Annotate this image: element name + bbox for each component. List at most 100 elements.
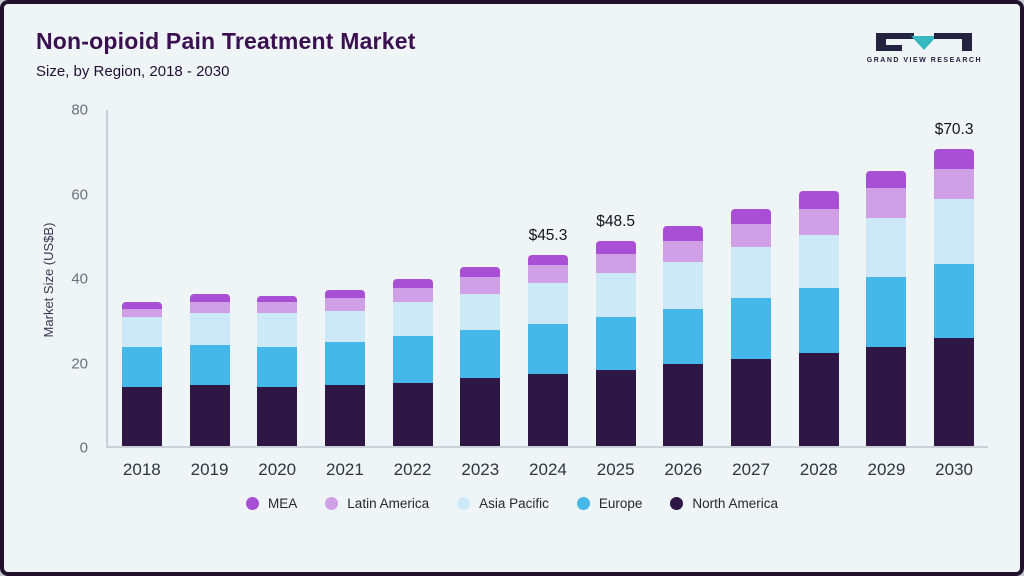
x-tick-2022: 2022: [393, 460, 432, 479]
bar-segment-asia-pacific: [189, 312, 230, 345]
x-tick-2023: 2023: [461, 460, 500, 479]
x-tick-2025: 2025: [596, 460, 635, 479]
bar-segment-asia-pacific: [392, 302, 433, 337]
bar-segment-latin-america: [663, 241, 704, 263]
bar-segment-mea: [324, 289, 365, 299]
y-tick-0: 0: [79, 439, 88, 457]
bar-segment-mea: [866, 171, 907, 189]
bar-segment-europe: [189, 344, 230, 385]
plot-area: 2018 2019 2020 2021 2022 2023 $45.3 2024 $48.5 20…: [106, 110, 988, 479]
bar-segment-europe: [392, 336, 433, 383]
bar-segment-asia-pacific: [257, 313, 298, 347]
x-tick-2020: 2020: [258, 460, 297, 479]
bar-segment-europe: [731, 298, 772, 360]
gvr-logo-icon: [876, 33, 973, 51]
bar-segment-north-america: [595, 370, 636, 446]
bar-segment-mea: [731, 209, 772, 225]
bar-segment-europe: [663, 308, 704, 364]
bar-segment-north-america: [121, 386, 162, 446]
bar-segment-mea: [595, 241, 636, 254]
logo-text: GRAND VIEW RESEARCH: [866, 57, 982, 64]
x-tick-2019: 2019: [190, 460, 229, 479]
y-axis-ticks: 0 20 40 60 80: [34, 102, 98, 457]
chart-legend: MEA Latin America Asia Pacific Europe North …: [34, 496, 990, 511]
x-tick-2024: 2024: [529, 460, 567, 479]
bar-segment-asia-pacific: [460, 293, 501, 330]
bar-segment-europe: [324, 342, 365, 385]
x-tick-2030: 2030: [935, 460, 974, 479]
bar-2020: 2020: [257, 296, 298, 479]
bar-segment-europe: [934, 264, 975, 339]
bar-segment-latin-america: [934, 169, 975, 199]
bar-segment-north-america: [798, 353, 839, 446]
bar-segment-north-america: [324, 384, 365, 446]
bar-segment-asia-pacific: [663, 262, 704, 309]
legend-item-asia-pacific: Asia Pacific: [457, 496, 549, 511]
x-tick-2027: 2027: [732, 460, 770, 479]
legend-dot-latin-america: [325, 497, 339, 510]
bar-segment-mea: [460, 267, 501, 278]
legend-label-latin-america: Latin America: [347, 496, 430, 511]
bar-2022: 2022: [392, 279, 433, 479]
bar-segment-europe: [866, 277, 907, 347]
bar-segment-latin-america: [731, 224, 772, 248]
bar-2021: 2021: [324, 289, 365, 479]
y-tick-80: 80: [71, 101, 88, 119]
bar-segment-mea: [392, 279, 433, 288]
bar-2019: 2019: [189, 293, 230, 479]
bar-segment-north-america: [866, 346, 907, 446]
bar-segment-asia-pacific: [934, 198, 975, 265]
bar-segment-latin-america: [392, 287, 433, 303]
bar-value-label-2024: $45.3: [528, 226, 568, 244]
bar-segment-north-america: [257, 386, 298, 446]
bar-segment-europe: [257, 346, 298, 387]
x-tick-2018: 2018: [122, 460, 161, 479]
bar-segment-europe: [121, 346, 162, 387]
page-title: Non-opioid Pain Treatment Market: [36, 28, 416, 54]
bar-segment-north-america: [663, 363, 704, 446]
bar-segment-asia-pacific: [324, 310, 365, 343]
legend-dot-mea: [246, 497, 260, 510]
legend-label-europe: Europe: [598, 496, 643, 511]
bar-segment-north-america: [460, 378, 501, 446]
y-tick-40: 40: [71, 270, 88, 288]
bar-2018: 2018: [121, 302, 162, 479]
bar-segment-europe: [798, 287, 839, 353]
bar-segment-mea: [663, 226, 704, 242]
legend-dot-north-america: [670, 497, 684, 510]
bar-segment-asia-pacific: [866, 217, 907, 278]
legend-label-north-america: North America: [692, 496, 778, 511]
page-subtitle: Size, by Region, 2018 - 2030: [36, 63, 230, 80]
bar-segment-latin-america: [460, 277, 501, 294]
legend-item-mea: MEA: [246, 496, 297, 511]
title-block: Non-opioid Pain Treatment Market Size, b…: [36, 28, 416, 80]
bar-value-label-2030: $70.3: [934, 121, 974, 139]
bar-segment-latin-america: [527, 265, 568, 284]
bar-value-label-2025: $48.5: [596, 213, 636, 231]
bar-segment-mea: [121, 302, 162, 309]
bar-segment-latin-america: [121, 308, 162, 318]
bar-segment-asia-pacific: [595, 272, 636, 318]
bar-2026: 2026: [663, 226, 704, 479]
bar-2028: 2028: [798, 191, 839, 479]
bar-segment-asia-pacific: [527, 283, 568, 324]
bar-segment-europe: [527, 323, 568, 375]
legend-label-mea: MEA: [268, 496, 298, 511]
bar-segment-mea: [934, 149, 975, 170]
grand-view-research-logo: GRAND VIEW RESEARCH: [867, 30, 982, 64]
bar-segment-latin-america: [257, 302, 298, 314]
legend-item-north-america: North America: [670, 496, 778, 511]
y-tick-20: 20: [71, 355, 88, 372]
bar-segment-latin-america: [595, 253, 636, 273]
bar-segment-asia-pacific: [798, 234, 839, 288]
x-tick-2028: 2028: [799, 460, 838, 479]
bar-segment-europe: [460, 329, 501, 379]
legend-label-asia-pacific: Asia Pacific: [479, 496, 549, 511]
bar-segment-mea: [798, 191, 839, 210]
stacked-bar-chart: Market Size (US$B) 0 20 40 60 80 2018 2019 202…: [34, 102, 990, 524]
bar-segment-asia-pacific: [731, 247, 772, 299]
y-tick-60: 60: [71, 186, 88, 203]
bar-segment-latin-america: [189, 302, 230, 313]
bar-segment-north-america: [189, 384, 230, 446]
